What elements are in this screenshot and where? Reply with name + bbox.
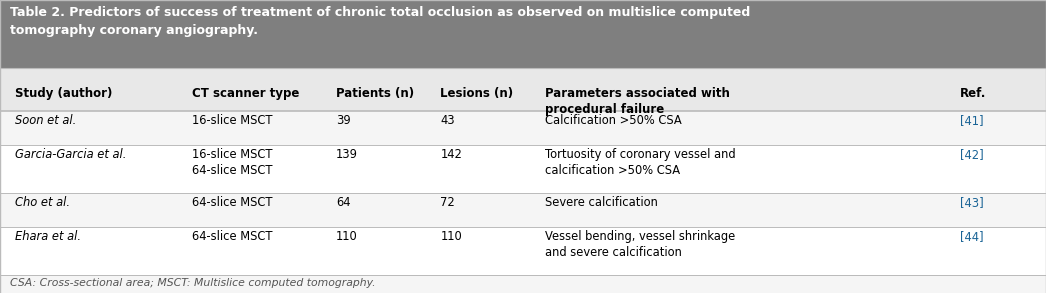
Text: 110: 110 — [440, 230, 462, 243]
Text: [44]: [44] — [960, 230, 984, 243]
Text: Soon et al.: Soon et al. — [15, 114, 76, 127]
Text: Lesions (n): Lesions (n) — [440, 86, 514, 100]
Text: Vessel bending, vessel shrinkage
and severe calcification: Vessel bending, vessel shrinkage and sev… — [545, 230, 735, 259]
Text: 142: 142 — [440, 148, 462, 161]
Bar — [0, 111, 1046, 145]
Text: [41]: [41] — [960, 114, 984, 127]
Bar — [0, 275, 1046, 293]
Text: Garcia-Garcia et al.: Garcia-Garcia et al. — [15, 148, 126, 161]
Text: Ref.: Ref. — [960, 86, 986, 100]
Text: 139: 139 — [336, 148, 358, 161]
Text: [42]: [42] — [960, 148, 984, 161]
Text: Calcification >50% CSA: Calcification >50% CSA — [545, 114, 682, 127]
Text: CT scanner type: CT scanner type — [192, 86, 300, 100]
Text: 43: 43 — [440, 114, 455, 127]
Text: 64-slice MSCT: 64-slice MSCT — [192, 196, 273, 209]
Text: 64-slice MSCT: 64-slice MSCT — [192, 230, 273, 243]
Text: Parameters associated with
procedural failure: Parameters associated with procedural fa… — [545, 86, 730, 115]
Text: 16-slice MSCT
64-slice MSCT: 16-slice MSCT 64-slice MSCT — [192, 148, 273, 177]
Bar — [0, 227, 1046, 275]
Text: Table 2. Predictors of success of treatment of chronic total occlusion as observ: Table 2. Predictors of success of treatm… — [10, 6, 751, 37]
Text: [43]: [43] — [960, 196, 984, 209]
Text: 16-slice MSCT: 16-slice MSCT — [192, 114, 273, 127]
Bar — [0, 193, 1046, 227]
Bar — [0, 68, 1046, 111]
Text: Patients (n): Patients (n) — [336, 86, 414, 100]
Text: 39: 39 — [336, 114, 350, 127]
Bar — [0, 0, 1046, 68]
Text: Cho et al.: Cho et al. — [15, 196, 70, 209]
Text: 64: 64 — [336, 196, 350, 209]
Text: Study (author): Study (author) — [15, 86, 112, 100]
Text: Ehara et al.: Ehara et al. — [15, 230, 81, 243]
Text: 72: 72 — [440, 196, 455, 209]
Text: Severe calcification: Severe calcification — [545, 196, 658, 209]
Text: CSA: Cross-sectional area; MSCT: Multislice computed tomography.: CSA: Cross-sectional area; MSCT: Multisl… — [10, 278, 377, 288]
Text: Tortuosity of coronary vessel and
calcification >50% CSA: Tortuosity of coronary vessel and calcif… — [545, 148, 735, 177]
Text: 110: 110 — [336, 230, 358, 243]
Bar — [0, 145, 1046, 193]
